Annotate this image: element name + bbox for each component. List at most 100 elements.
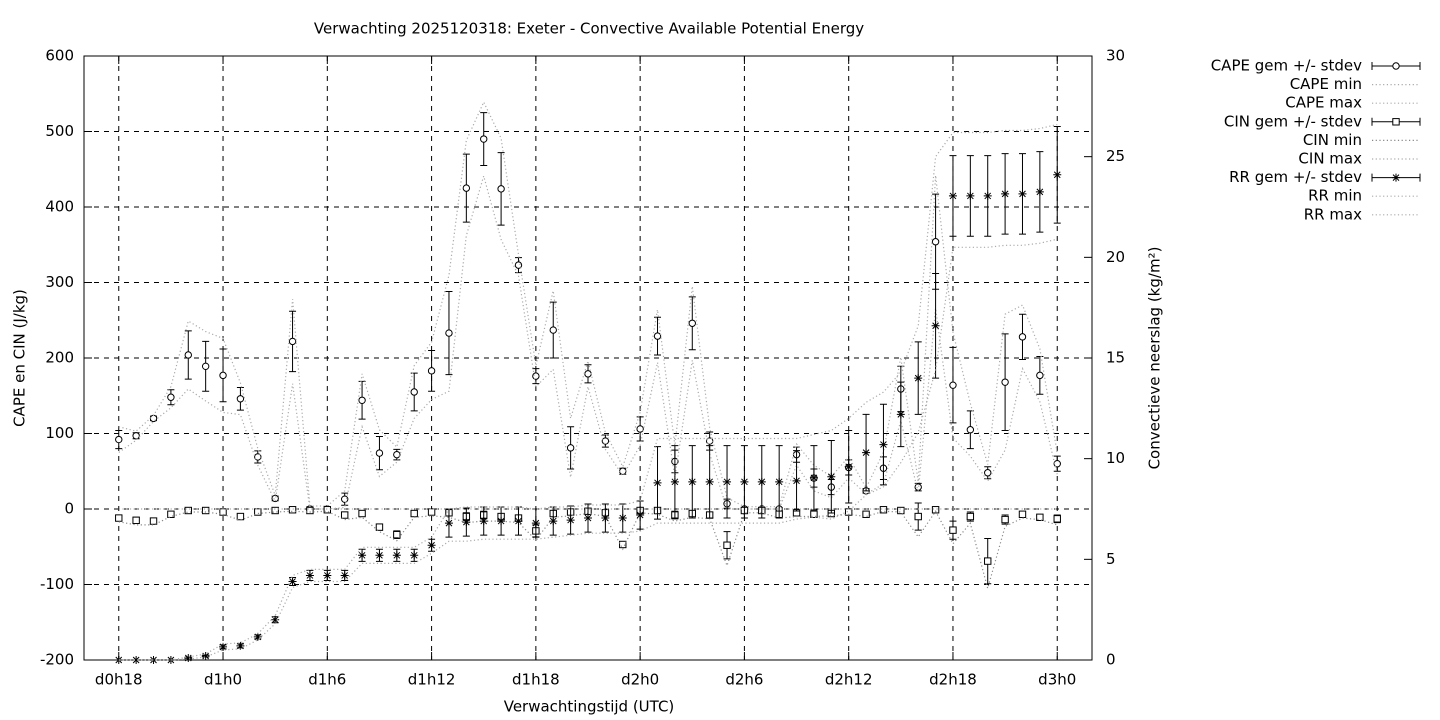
data-point (184, 506, 192, 515)
data-point (1036, 371, 1044, 380)
data-point (636, 511, 645, 520)
data-point (410, 388, 418, 396)
data-point (219, 642, 228, 651)
data-point (201, 506, 210, 515)
data-point (427, 367, 436, 375)
data-point (358, 396, 366, 404)
data-point (271, 615, 280, 624)
data-point (236, 512, 245, 521)
data-point (462, 518, 471, 527)
legend-label: CIN min (1303, 131, 1362, 149)
data-point (392, 551, 401, 560)
data-point (288, 506, 297, 514)
data-point (896, 410, 905, 419)
data-point (862, 510, 870, 518)
data-point (306, 506, 314, 515)
data-point (514, 517, 523, 526)
data-point (1036, 513, 1044, 522)
legend-label: CAPE max (1285, 94, 1362, 112)
data-point (757, 477, 766, 486)
range-line (118, 238, 1058, 661)
data-point (410, 551, 419, 560)
data-point (948, 191, 957, 200)
data-point (723, 477, 732, 486)
data-point (149, 517, 158, 525)
y-tick-label: 0 (64, 500, 74, 518)
data-point (253, 632, 262, 641)
data-point (601, 514, 610, 523)
data-point (184, 351, 192, 359)
data-point (879, 440, 888, 449)
x-tick-label: d2h12 (825, 671, 873, 689)
data-point (1018, 510, 1027, 518)
data-point (949, 526, 957, 534)
data-point (149, 656, 158, 664)
data-point (584, 370, 592, 378)
y2-tick-label: 0 (1106, 651, 1116, 669)
data-point (201, 651, 210, 660)
data-point (705, 437, 714, 445)
data-point (236, 641, 245, 650)
y-tick-label: 600 (45, 47, 74, 65)
data-point (393, 530, 401, 539)
data-point (132, 516, 140, 525)
data-point (201, 362, 210, 371)
data-point (914, 374, 923, 383)
y2-tick-label: 5 (1106, 550, 1116, 568)
data-point (271, 506, 279, 515)
chart-title: Verwachting 2025120318: Exeter - Convect… (314, 20, 864, 38)
legend-marker (1392, 173, 1400, 182)
data-point (1053, 515, 1061, 523)
data-point (254, 453, 262, 461)
data-point (619, 540, 627, 549)
data-point (566, 516, 575, 525)
data-point (931, 506, 940, 514)
data-point (358, 551, 367, 560)
data-point (879, 506, 888, 514)
data-point (688, 319, 696, 327)
data-point (1018, 333, 1027, 341)
data-point (966, 191, 975, 200)
x-tick-label: d1h0 (204, 671, 242, 689)
legend-marker (1392, 118, 1400, 126)
data-point (358, 509, 366, 518)
data-point (254, 508, 262, 516)
data-point (132, 432, 140, 440)
y-tick-label: 200 (45, 349, 74, 367)
legend-label: CAPE min (1290, 75, 1362, 93)
data-point (305, 571, 314, 580)
data-point (1018, 189, 1027, 198)
data-point (236, 395, 245, 403)
data-point (566, 444, 575, 452)
data-point (653, 478, 662, 487)
y2-axis-label: Convectieve neerslag (kg/m²) (1146, 247, 1164, 470)
data-point (636, 425, 644, 433)
data-point (497, 517, 506, 526)
legend-label: CIN gem +/- stdev (1224, 112, 1362, 130)
data-point (1001, 515, 1009, 524)
legend-label: RR min (1308, 187, 1362, 205)
x-tick-label: d1h6 (308, 671, 346, 689)
data-point (132, 656, 141, 664)
data-point (1001, 378, 1009, 386)
data-point (966, 426, 975, 434)
x-tick-label: d1h18 (512, 671, 560, 689)
y2-tick-label: 10 (1106, 449, 1125, 467)
y-tick-label: 300 (45, 273, 74, 291)
x-tick-label: d2h18 (929, 671, 977, 689)
data-point (966, 512, 975, 521)
y2-tick-label: 20 (1106, 248, 1125, 266)
data-point (375, 449, 384, 457)
data-point (1001, 189, 1010, 198)
x-tick-label: d2h6 (725, 671, 763, 689)
data-point (271, 494, 279, 503)
x-tick-label: d0h18 (95, 671, 143, 689)
data-point (775, 477, 784, 486)
data-point (497, 185, 505, 193)
data-point (340, 511, 349, 519)
data-point (445, 329, 453, 337)
data-point (323, 506, 332, 514)
data-point (410, 509, 418, 518)
data-point (983, 191, 992, 200)
